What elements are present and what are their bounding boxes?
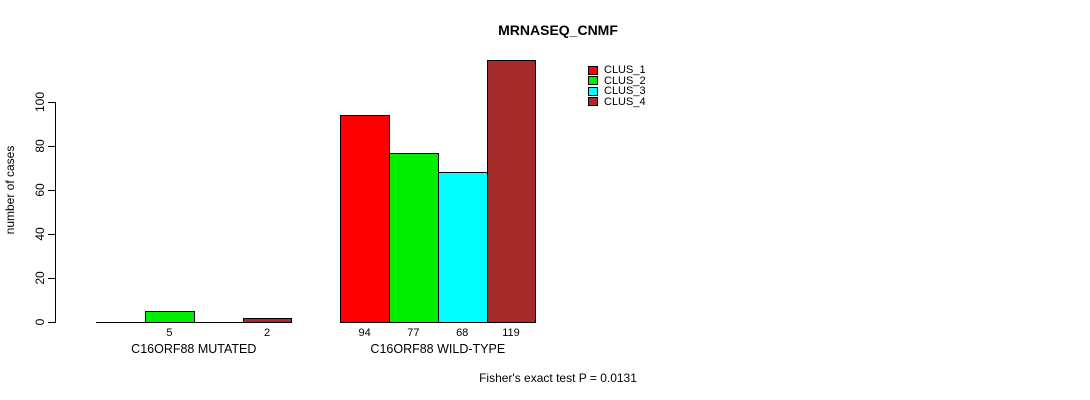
- legend-item-clus_2: CLUS_2: [588, 74, 646, 87]
- legend-item-clus_4: CLUS_4: [588, 95, 646, 108]
- legend-item-clus_3: CLUS_3: [588, 86, 646, 97]
- legend-swatch-icon: [588, 86, 598, 96]
- y-axis-line: [55, 102, 56, 323]
- bar-value-label: 2: [263, 327, 271, 339]
- group-label-1: C16ORF88 MUTATED: [131, 342, 257, 356]
- bar-value-label: 5: [166, 327, 173, 339]
- stat-annotation: Fisher's exact test P = 0.0131: [479, 371, 637, 385]
- bar-clus_3-group2: [437, 172, 488, 323]
- bar-value-label: 119: [502, 327, 520, 339]
- bar-clus_1-group1: [96, 322, 146, 323]
- y-tick-60: [48, 190, 55, 191]
- legend-label: CLUS_1: [604, 64, 646, 76]
- y-tick-20: [48, 278, 55, 279]
- group-label-2: C16ORF88 WILD-TYPE: [370, 342, 506, 356]
- legend: CLUS_1 CLUS_2 CLUS_3 CLUS_4: [588, 65, 646, 107]
- legend-label: CLUS_2: [604, 74, 646, 87]
- y-tick-label-0: 0: [33, 318, 47, 326]
- legend-swatch-icon: [588, 97, 598, 107]
- y-tick-100: [48, 102, 55, 103]
- bar-clus_4-group1: [242, 318, 293, 323]
- legend-label: CLUS_3: [604, 85, 646, 97]
- y-axis-label: number of cases: [3, 145, 17, 235]
- y-tick-label-100: 100: [33, 91, 47, 113]
- legend-swatch-icon: [588, 76, 598, 86]
- bar-value-label: 94: [358, 327, 371, 339]
- bar-clus_3-group1: [193, 322, 244, 323]
- y-tick-label-80: 80: [33, 139, 47, 153]
- y-tick-80: [48, 146, 55, 147]
- y-tick-0: [48, 322, 55, 323]
- y-tick-label-20: 20: [33, 271, 47, 285]
- chart-title: MRNASEQ_CNMF: [498, 22, 618, 38]
- y-tick-40: [48, 234, 55, 235]
- y-tick-label-40: 40: [33, 227, 47, 241]
- bar-clus_1-group2: [340, 115, 390, 323]
- legend-swatch-icon: [588, 65, 598, 75]
- legend-item-clus_1: CLUS_1: [588, 65, 646, 76]
- legend-label: CLUS_4: [604, 95, 646, 108]
- bar-clus_2-group2: [389, 153, 439, 323]
- bar-clus_4-group2: [486, 60, 537, 323]
- bar-clus_2-group1: [145, 311, 195, 323]
- y-tick-label-60: 60: [33, 183, 47, 197]
- bar-value-label: 68: [456, 327, 469, 339]
- bar-value-label: 77: [407, 327, 420, 339]
